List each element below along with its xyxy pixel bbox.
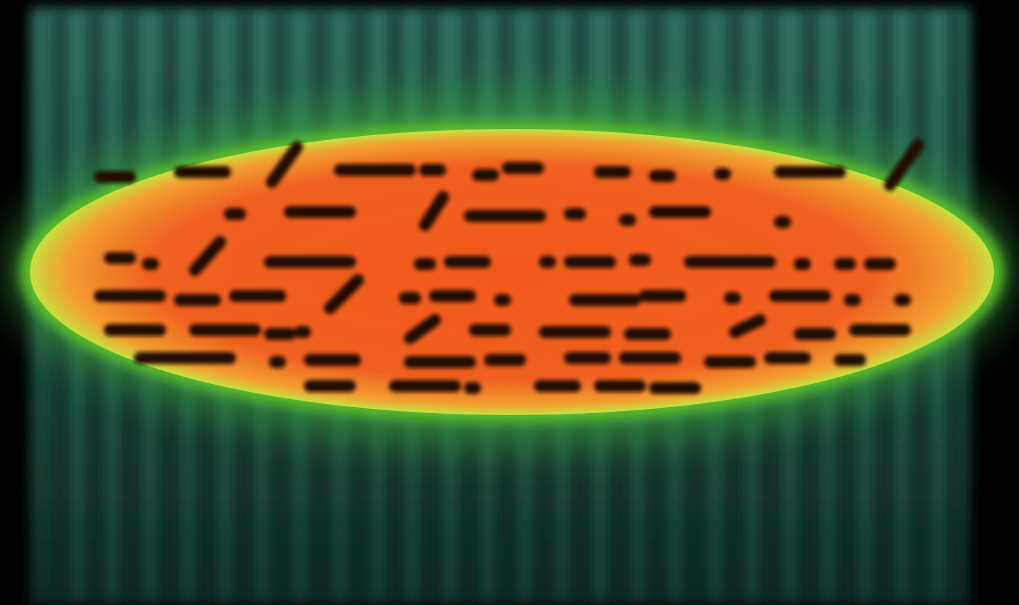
dark-spots-row-2 — [224, 191, 791, 231]
crystal-core — [30, 129, 994, 415]
dark-spots-row-6 — [134, 352, 866, 368]
dark-spots-row-1 — [94, 139, 924, 191]
dark-spots-row-5 — [104, 314, 911, 344]
dark-spots-row-7 — [304, 380, 701, 394]
dark-spots-row-4 — [94, 274, 911, 314]
dark-spots-row-3 — [104, 236, 896, 276]
